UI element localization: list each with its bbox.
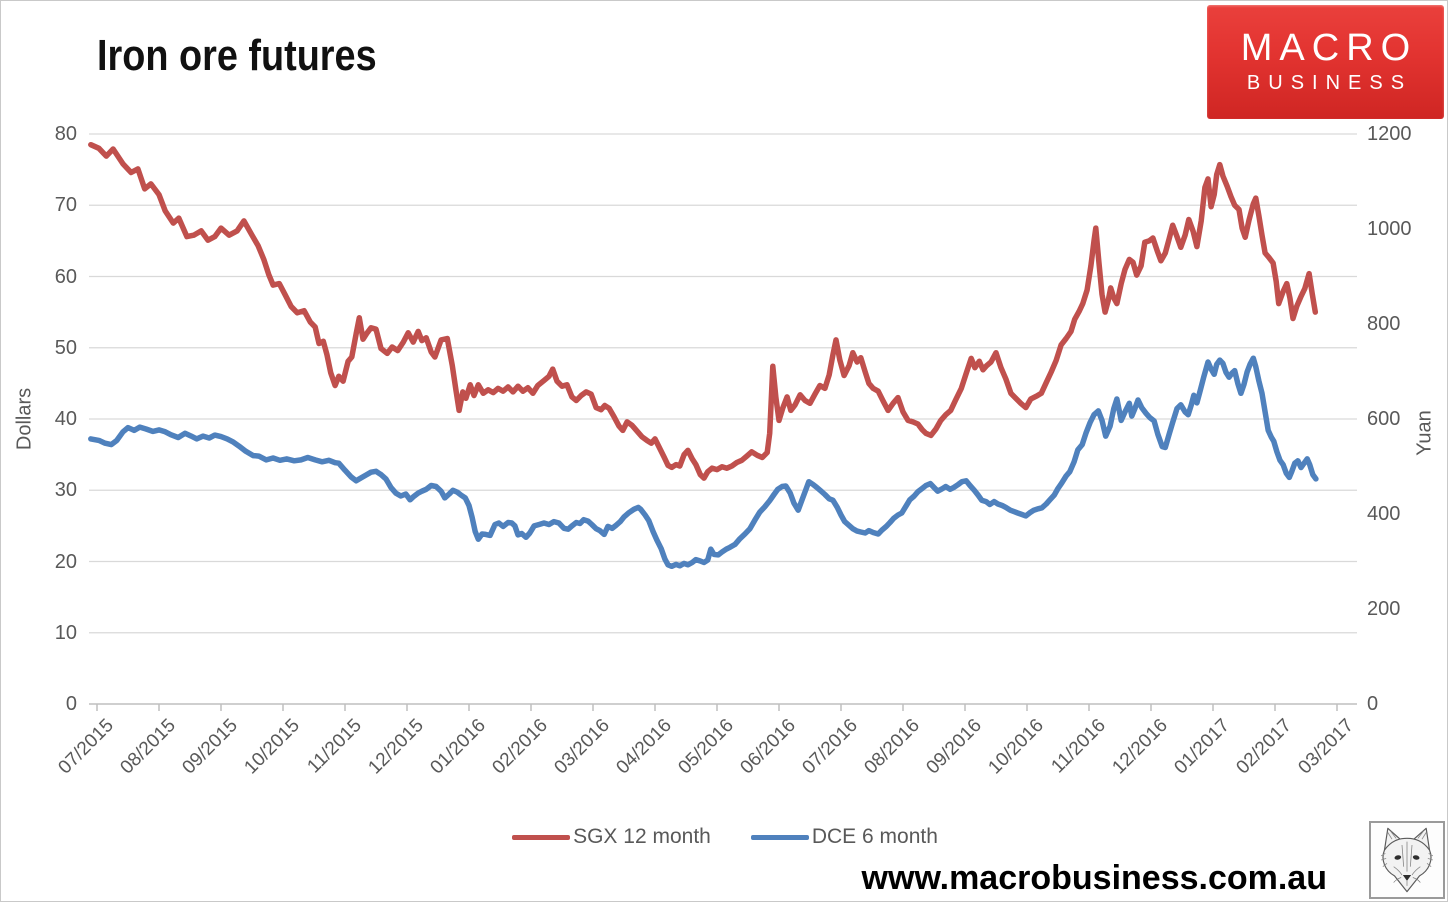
left-axis-tick-label: 0: [65, 693, 77, 715]
left-axis-tick-label: 80: [54, 123, 77, 145]
left-axis-tick-label: 50: [54, 336, 77, 359]
right-axis-tick-label: 800: [1367, 313, 1401, 335]
logo-text-business: BUSINESS: [1246, 72, 1413, 95]
right-axis-tick-label: 1000: [1367, 218, 1412, 240]
legend-swatch-red: [512, 834, 571, 840]
left-axis-title: Dollars: [13, 387, 36, 451]
fox-logo-box: [1369, 821, 1445, 899]
legend-item-dce: DCE 6 month: [750, 825, 938, 849]
left-axis-tick-label: 70: [54, 194, 77, 217]
left-axis-tick-label: 10: [54, 621, 77, 644]
legend-item-sgx: SGX 12 month: [512, 825, 711, 849]
macrobusiness-logo: MACRO BUSINESS: [1207, 5, 1444, 119]
legend-label: DCE 6 month: [811, 825, 938, 848]
left-axis-tick-label: 40: [54, 408, 77, 430]
right-axis-tick-label: 0: [1367, 693, 1379, 715]
legend-label: SGX 12 month: [573, 825, 711, 848]
right-axis-tick-label: 200: [1367, 598, 1401, 620]
page-title: Iron ore futures: [97, 31, 377, 80]
left-axis-tick-label: 30: [54, 479, 77, 502]
website-watermark: www.macrobusiness.com.au: [861, 859, 1327, 897]
right-axis-tick-label: 400: [1367, 503, 1401, 525]
left-axis-tick-label: 20: [54, 550, 77, 573]
left-axis-tick-label: 60: [54, 265, 77, 288]
series-line-dce-6-month: [88, 355, 1319, 570]
right-axis-title: Yuan: [1413, 410, 1436, 456]
chart-legend: SGX 12 month DCE 6 month: [1, 825, 1447, 849]
right-axis-tick-label: 600: [1367, 408, 1401, 430]
legend-swatch-blue: [750, 834, 809, 840]
series-line-sgx-12-month: [88, 141, 1319, 481]
right-axis-tick-label: 1200: [1367, 123, 1412, 145]
logo-text-macro: MACRO: [1240, 26, 1418, 69]
fox-sketch-icon: [1380, 827, 1434, 893]
